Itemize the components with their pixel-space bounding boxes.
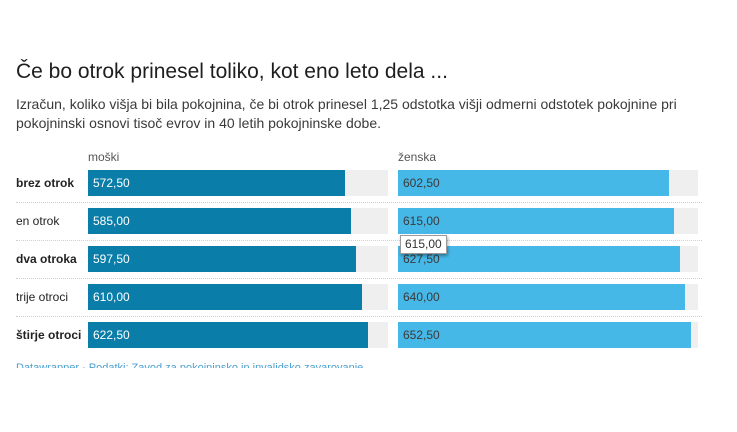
bar-value-label: 585,00 [93, 214, 130, 228]
column-header-zenska: ženska [398, 150, 437, 164]
tooltip: 615,00 [400, 235, 447, 254]
bar-track: 572,50 [88, 170, 388, 196]
row-separator [16, 316, 702, 317]
bar-m[interactable]: 572,50 [88, 170, 345, 196]
bar-track: 610,00 [88, 284, 388, 310]
bar-value-label: 640,00 [403, 290, 440, 304]
bar-f[interactable]: 640,00 [398, 284, 685, 310]
source-line[interactable]: Datawrapper · Podatki: Zavod za pokojnin… [16, 362, 364, 368]
bar-f[interactable]: 615,00 [398, 208, 674, 234]
bar-value-label: 652,50 [403, 328, 440, 342]
chart-description: Izračun, koliko višja bi bila pokojnina,… [16, 96, 677, 131]
row-label: štirje otroci [16, 328, 82, 342]
row-label: trije otroci [16, 290, 69, 304]
row-separator [16, 240, 702, 241]
row-separator [16, 202, 702, 203]
bar-value-label: 597,50 [93, 252, 130, 266]
bar-m[interactable]: 610,00 [88, 284, 362, 310]
bar-track: 652,50 [398, 322, 698, 348]
bar-value-label: 602,50 [403, 176, 440, 190]
row-label: dva otroka [16, 252, 77, 266]
row-separator [16, 278, 702, 279]
bar-track: 597,50 [88, 246, 388, 272]
bar-track: 615,00 [398, 208, 698, 234]
row-label: brez otrok [16, 176, 75, 190]
bar-track: 622,50 [88, 322, 388, 348]
bar-value-label: 572,50 [93, 176, 130, 190]
bar-track: 602,50 [398, 170, 698, 196]
row-label: en otrok [16, 214, 60, 228]
bar-value-label: 622,50 [93, 328, 130, 342]
bar-value-label: 627,50 [403, 252, 440, 266]
column-header-moski: moški [88, 150, 120, 164]
bar-m[interactable]: 597,50 [88, 246, 356, 272]
bar-m[interactable]: 622,50 [88, 322, 368, 348]
bar-value-label: 610,00 [93, 290, 130, 304]
bar-f[interactable]: 652,50 [398, 322, 691, 348]
bar-track: 627,50 [398, 246, 698, 272]
bar-m[interactable]: 585,00 [88, 208, 351, 234]
bar-f[interactable]: 602,50 [398, 170, 669, 196]
bar-track: 640,00 [398, 284, 698, 310]
bar-value-label: 615,00 [403, 214, 440, 228]
bar-track: 585,00 [88, 208, 388, 234]
chart-title: Če bo otrok prinesel toliko, kot eno let… [16, 60, 448, 83]
